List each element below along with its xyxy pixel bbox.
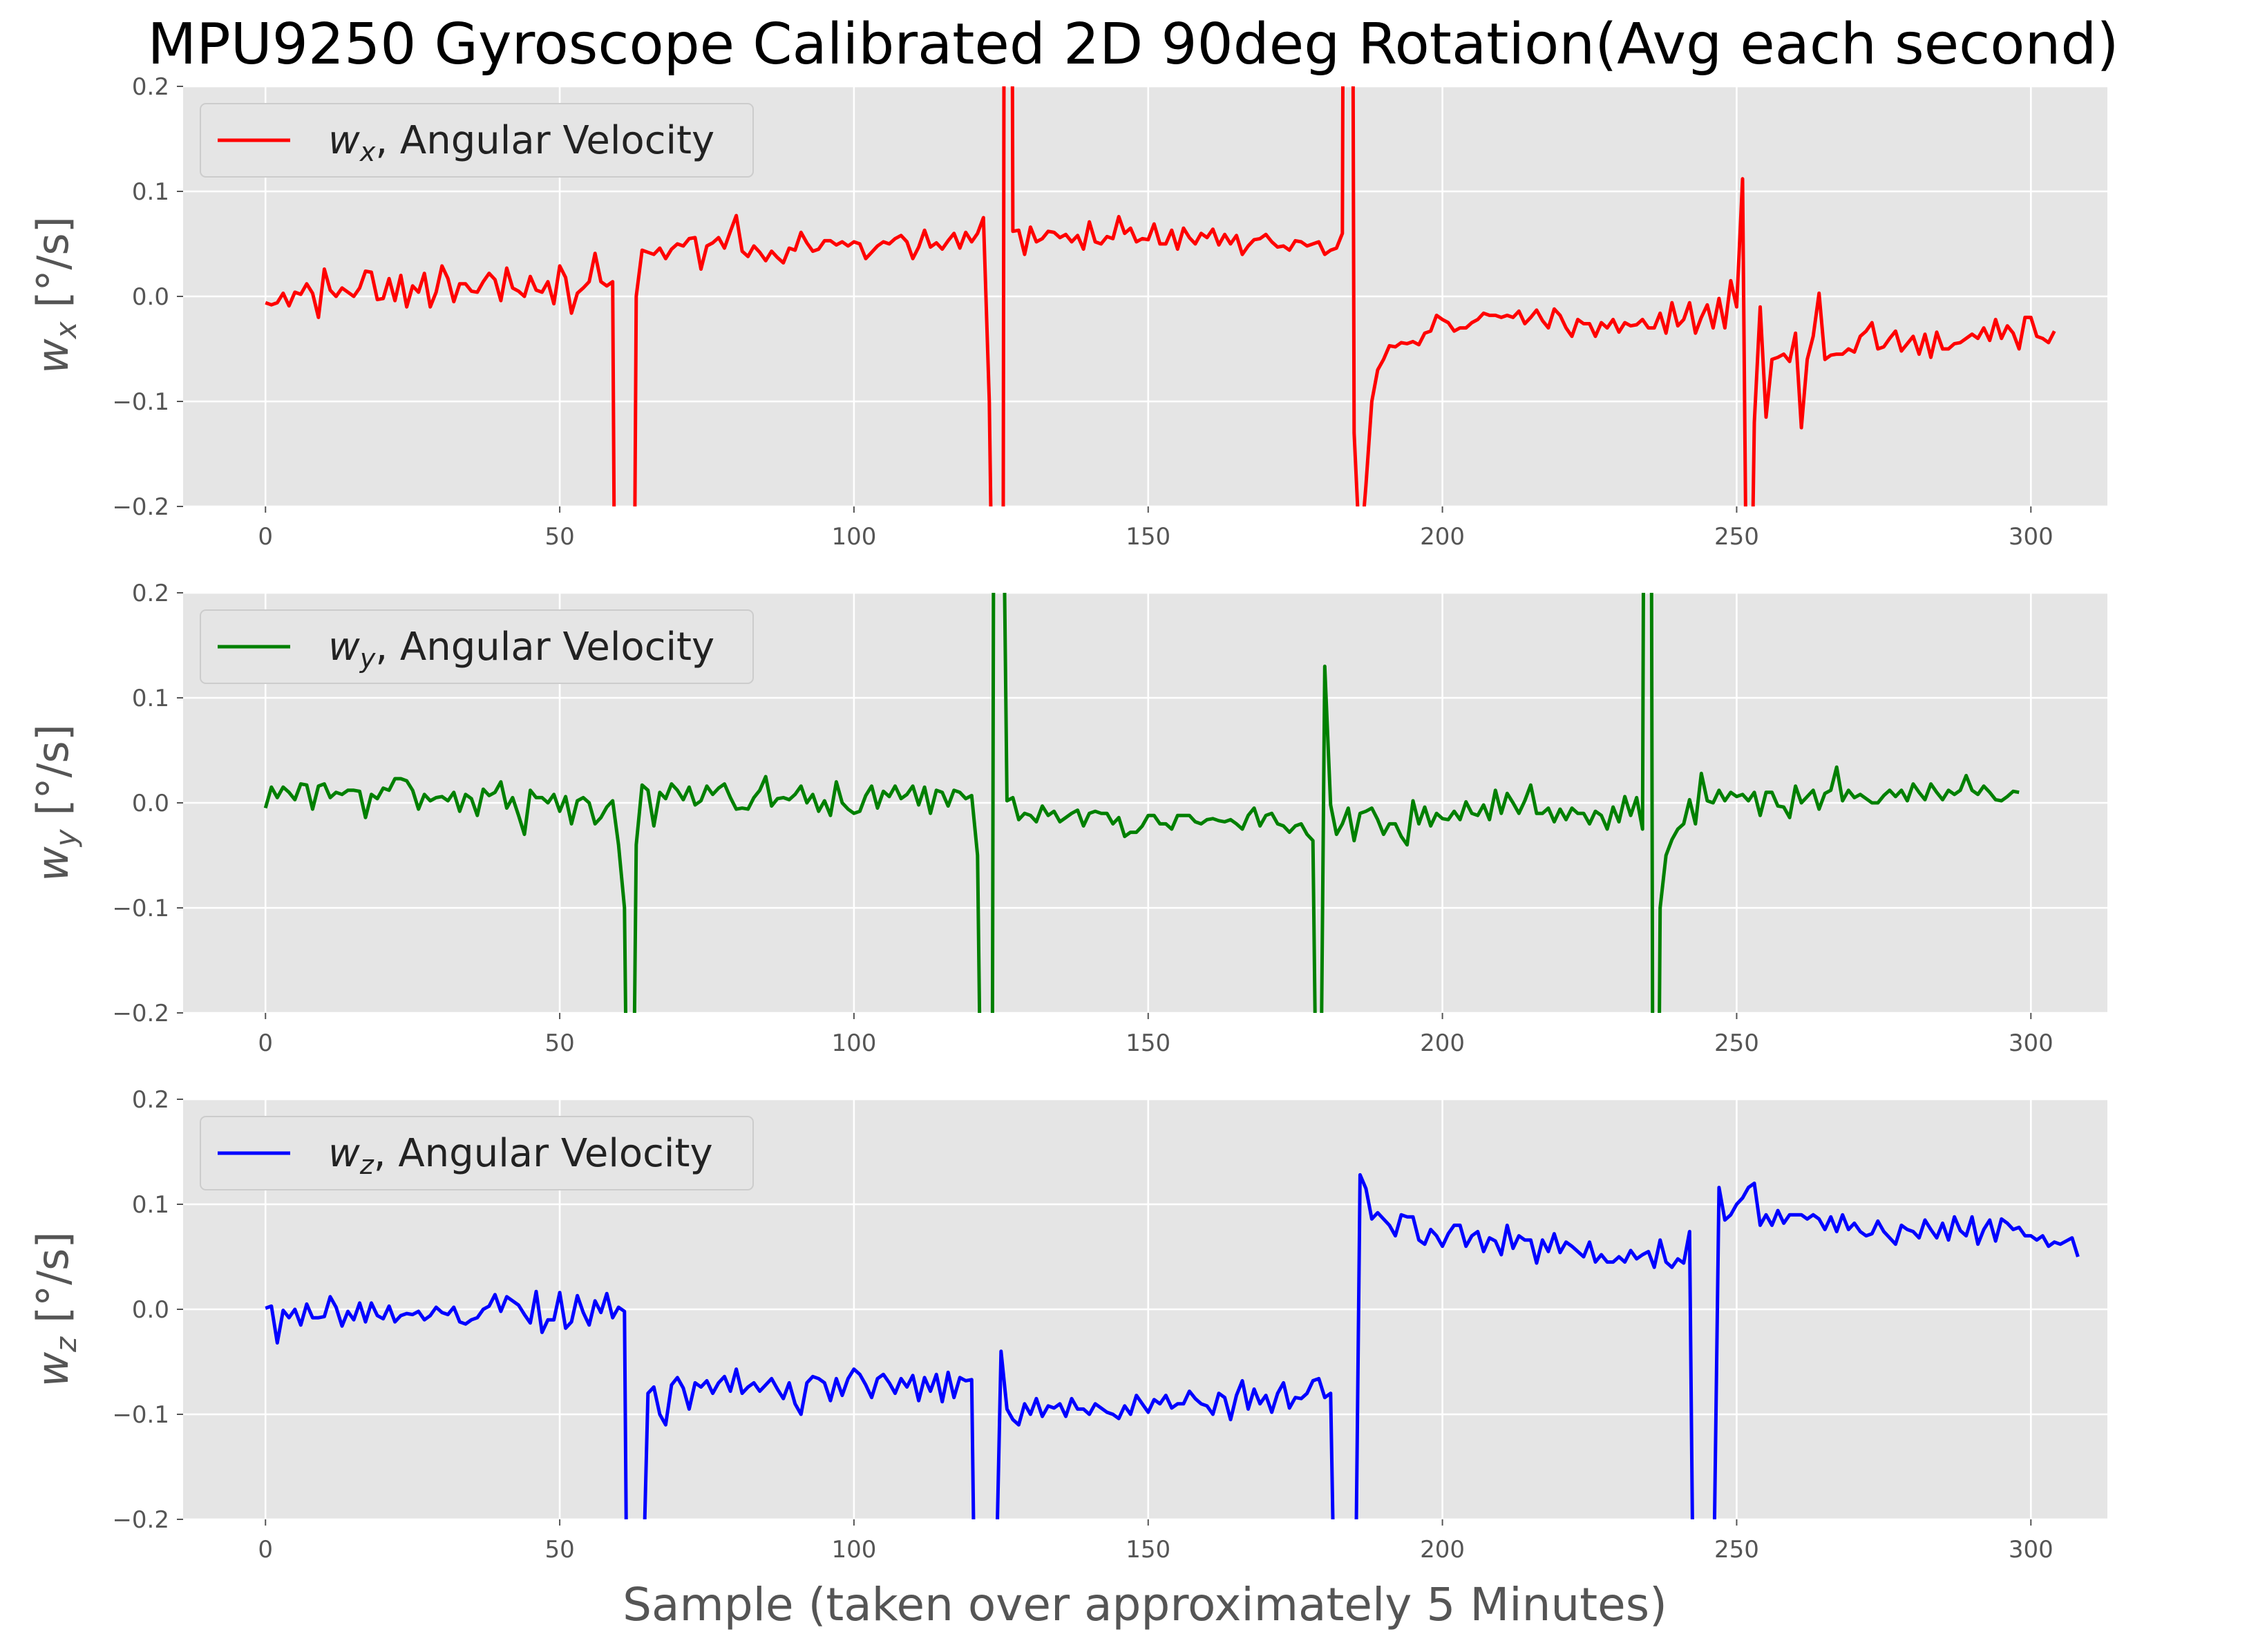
x-tick-label: 200 [1420, 1536, 1465, 1564]
legend: wy, Angular Velocity [200, 609, 754, 684]
y-tick-label: −0.1 [112, 388, 169, 416]
x-tick-label: 150 [1126, 1029, 1170, 1057]
y-tick-label: −0.1 [112, 895, 169, 922]
subplot-wz: 0 50 100 150 200 250 300 −0.2 −0.1 0.0 0.1 0.2 wz, A… [28, 1086, 2107, 1631]
legend-label: wz, Angular Velocity [328, 1131, 713, 1180]
y-tick-label: −0.1 [112, 1401, 169, 1429]
x-tick-label: 300 [2009, 1029, 2053, 1057]
y-axis-label: wx [°/s] [28, 216, 83, 374]
x-tick-label: 200 [1420, 523, 1465, 551]
y-tick-label: 0.2 [132, 73, 169, 101]
x-tick-label: 100 [831, 1536, 876, 1564]
y-tick-label: 0.1 [132, 1191, 169, 1219]
x-tick-label: 0 [258, 1029, 273, 1057]
series-line [265, 1172, 2080, 1519]
legend-box [200, 103, 754, 178]
y-tick-label: 0.2 [132, 1086, 169, 1114]
legend-label: wy, Angular Velocity [328, 625, 714, 674]
x-tick-label: 50 [544, 1536, 574, 1564]
grid [183, 85, 2107, 508]
legend-box [200, 1116, 754, 1190]
x-tick-label: 300 [2009, 1536, 2053, 1564]
subplot-wx: 0 50 100 150 200 250 300 −0.2 −0.1 0.0 0.1 0.2 wx, A… [28, 73, 2107, 551]
grid [183, 591, 2107, 1014]
y-tick-label: 0.0 [132, 283, 169, 311]
y-axis-label: wy [°/s] [28, 724, 83, 882]
x-tick-label: 200 [1420, 1029, 1465, 1057]
y-tick-label: 0.1 [132, 685, 169, 712]
series-line [265, 86, 2056, 506]
x-tick-label: 50 [544, 523, 574, 551]
y-tick-label: 0.2 [132, 580, 169, 607]
y-tick-label: 0.1 [132, 178, 169, 206]
x-tick-label: 50 [544, 1029, 574, 1057]
x-tick-label: 100 [831, 1029, 876, 1057]
legend: wz, Angular Velocity [200, 1116, 754, 1190]
y-axis-label: wz [°/s] [28, 1231, 83, 1387]
x-tick-label: 150 [1126, 523, 1170, 551]
x-axis-label: Sample (taken over approximately 5 Minut… [623, 1578, 1667, 1631]
y-tick-label: −0.2 [112, 1000, 169, 1027]
x-tick-label: 250 [1714, 1029, 1759, 1057]
x-tick-label: 150 [1126, 1536, 1170, 1564]
series-line [263, 593, 2020, 1013]
legend: wx, Angular Velocity [200, 103, 754, 178]
x-tick-label: 250 [1714, 1536, 1759, 1564]
x-tick-label: 0 [258, 523, 273, 551]
chart-title: MPU9250 Gyroscope Calibrated 2D 90deg Ro… [148, 12, 2119, 77]
x-tick-label: 300 [2009, 523, 2053, 551]
grid [183, 1098, 2107, 1521]
y-tick-label: −0.2 [112, 1506, 169, 1534]
y-tick-label: 0.0 [132, 790, 169, 817]
legend-label: wx, Angular Velocity [328, 118, 714, 167]
y-tick-label: 0.0 [132, 1296, 169, 1324]
legend-box [200, 609, 754, 684]
x-tick-label: 0 [258, 1536, 273, 1564]
x-tick-label: 250 [1714, 523, 1759, 551]
x-tick-label: 100 [831, 523, 876, 551]
y-tick-label: −0.2 [112, 493, 169, 521]
subplot-wy: 0 50 100 150 200 250 300 −0.2 −0.1 0.0 0.1 0.2 wy, A… [28, 580, 2107, 1057]
